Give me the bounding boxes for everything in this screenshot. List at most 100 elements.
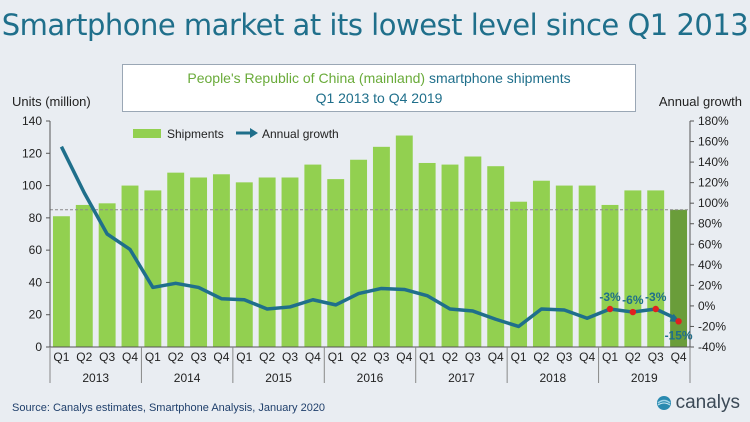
bar-q2-21 <box>532 180 550 347</box>
chart-title: Smartphone market at its lowest level si… <box>1 8 749 42</box>
y2-tick-label: 180% <box>698 114 729 128</box>
bar-q1-24 <box>601 204 619 347</box>
x-tick-label: Q1 <box>145 350 161 364</box>
globe-icon <box>656 396 671 410</box>
canalys-logo: canalys <box>656 392 740 414</box>
bar-q4-3 <box>121 185 139 347</box>
y-tick-label: 0 <box>35 340 42 354</box>
bar-q2-13 <box>350 159 368 347</box>
bar-q2-5 <box>167 172 185 347</box>
bar-q2-17 <box>441 164 459 347</box>
year-label: 2014 <box>174 371 201 385</box>
growth-marker <box>606 305 614 313</box>
bar-q3-22 <box>555 185 573 347</box>
y2-tick-label: 100% <box>698 196 729 210</box>
bar-q1-0 <box>52 216 70 347</box>
x-tick-label: Q3 <box>648 350 664 364</box>
y-tick-label: 40 <box>29 275 43 289</box>
x-tick-label: Q3 <box>99 350 115 364</box>
x-tick-label: Q3 <box>282 350 298 364</box>
bar-q3-18 <box>464 156 482 347</box>
growth-annotation: -6% <box>622 293 644 307</box>
x-tick-label: Q2 <box>168 350 184 364</box>
bar-q4-23 <box>578 185 596 347</box>
y-tick-label: 140 <box>22 114 42 128</box>
y2-tick-label: 120% <box>698 176 729 190</box>
x-tick-label: Q1 <box>419 350 435 364</box>
chart-subtitle-box: People's Republic of China (mainland) sm… <box>122 64 636 112</box>
bar-q4-7 <box>212 174 230 347</box>
growth-marker <box>675 318 682 325</box>
year-label: 2017 <box>448 371 475 385</box>
year-label: 2013 <box>82 371 109 385</box>
year-label: 2019 <box>631 371 658 385</box>
y-tick-label: 100 <box>22 179 42 193</box>
bar-q2-9 <box>258 177 276 347</box>
bar-q4-11 <box>304 164 322 347</box>
x-tick-label: Q4 <box>488 350 504 364</box>
y2-tick-label: 80% <box>698 217 722 231</box>
x-tick-label: Q3 <box>465 350 481 364</box>
y2-tick-label: 140% <box>698 155 729 169</box>
bar-q1-4 <box>144 190 162 347</box>
subtitle-rest: smartphone shipments <box>425 70 571 86</box>
source-note: Source: Canalys estimates, Smartphone An… <box>12 402 326 414</box>
bar-q1-16 <box>418 162 436 347</box>
bar-q3-2 <box>98 203 116 347</box>
bar-q4-19 <box>487 166 505 347</box>
x-tick-label: Q4 <box>213 350 229 364</box>
y-tick-label: 120 <box>22 146 42 160</box>
growth-marker <box>652 305 659 313</box>
bar-q2-25 <box>624 190 642 347</box>
y2-tick-label: -20% <box>698 319 726 333</box>
x-tick-label: Q3 <box>556 350 572 364</box>
x-tick-label: Q4 <box>396 350 412 364</box>
y2-tick-label: 60% <box>698 237 722 251</box>
x-tick-label: Q1 <box>328 350 344 364</box>
bar-q3-26 <box>647 190 665 347</box>
subtitle-highlight: People's Republic of China (mainland) <box>187 70 426 86</box>
legend-label-growth: Annual growth <box>262 127 339 141</box>
x-tick-label: Q1 <box>53 350 69 364</box>
y2-tick-label: 160% <box>698 135 729 149</box>
x-tick-label: Q4 <box>579 350 595 364</box>
y-axis-label-left: Units (million) <box>12 94 91 109</box>
x-tick-label: Q4 <box>305 350 321 364</box>
bar-q3-6 <box>190 177 208 347</box>
x-tick-label: Q3 <box>373 350 389 364</box>
year-label: 2018 <box>540 371 567 385</box>
y2-tick-label: 40% <box>698 258 722 272</box>
x-tick-label: Q2 <box>76 350 92 364</box>
subtitle-line-2: Q1 2013 to Q4 2019 <box>315 90 443 106</box>
x-tick-label: Q3 <box>191 350 207 364</box>
bar-q1-8 <box>235 182 253 347</box>
legend-arrow-icon <box>250 128 258 138</box>
x-tick-label: Q1 <box>511 350 527 364</box>
legend-swatch-shipments <box>133 129 161 138</box>
growth-annotation: -3% <box>645 290 667 304</box>
y-tick-label: 20 <box>29 308 43 322</box>
growth-marker <box>629 308 637 316</box>
bar-q2-1 <box>75 204 93 347</box>
bar-q3-10 <box>281 177 299 347</box>
year-label: 2016 <box>357 371 384 385</box>
x-tick-label: Q1 <box>236 350 252 364</box>
bar-q1-12 <box>327 179 345 347</box>
legend-label-shipments: Shipments <box>167 127 224 141</box>
x-tick-label: Q4 <box>122 350 138 364</box>
y-tick-label: 80 <box>29 211 43 225</box>
y2-tick-label: 0% <box>698 299 716 313</box>
x-tick-label: Q2 <box>259 350 275 364</box>
x-tick-label: Q2 <box>533 350 549 364</box>
y2-tick-label: -40% <box>698 340 726 354</box>
x-tick-label: Q4 <box>671 350 687 364</box>
x-tick-label: Q2 <box>351 350 367 364</box>
bar-q1-20 <box>510 201 528 347</box>
growth-annotation: -15% <box>665 328 693 342</box>
growth-line <box>59 145 656 329</box>
bar-q4-27 <box>670 209 688 347</box>
bar-q3-14 <box>372 146 390 347</box>
growth-annotation: -3% <box>599 290 621 304</box>
x-tick-label: Q2 <box>442 350 458 364</box>
